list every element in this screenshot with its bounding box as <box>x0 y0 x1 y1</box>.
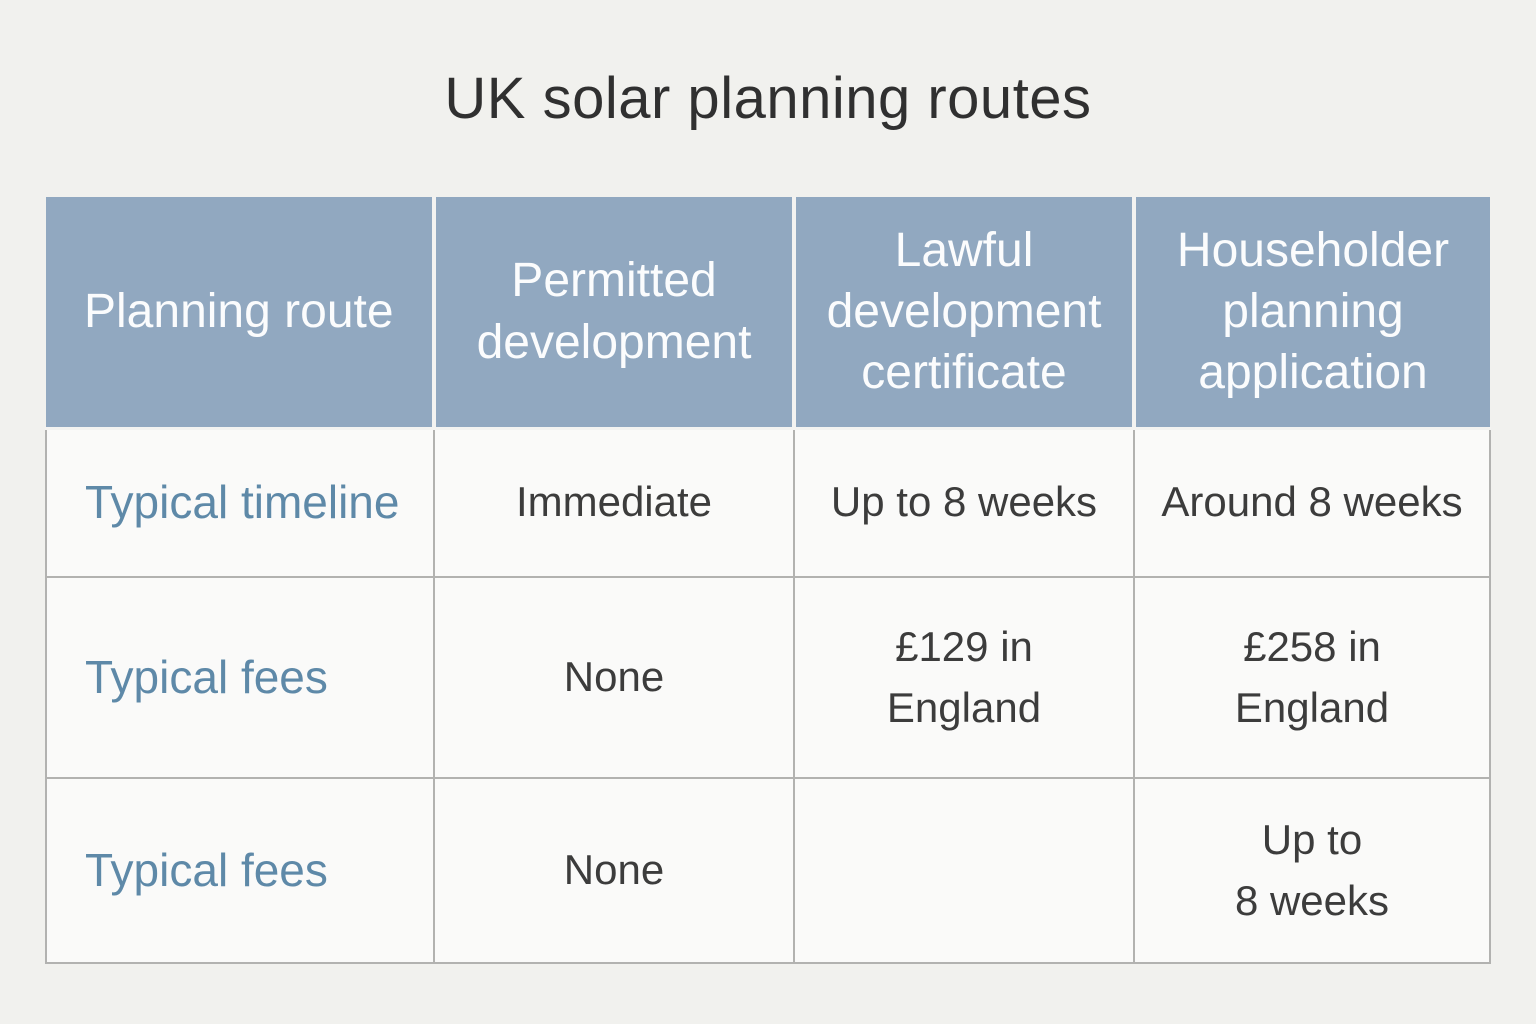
table-row-typical-timeline: Typical timeline Immediate Up to 8 weeks… <box>45 427 1491 578</box>
cell-fees2-householder-planning-application: Up to 8 weeks <box>1133 777 1491 964</box>
cell-timeline-permitted-development: Immediate <box>433 427 795 578</box>
cell-fees2-permitted-development: None <box>433 777 795 964</box>
header-lawful-development-certificate: Lawful development certificate <box>794 197 1136 430</box>
row-label-typical-fees: Typical fees <box>45 576 435 779</box>
cell-fees-lawful-development-certificate: £129 in England <box>793 576 1135 779</box>
header-planning-route: Planning route <box>46 197 436 430</box>
row-label-typical-fees-2: Typical fees <box>45 777 435 964</box>
planning-routes-table: Planning route Permitted development Law… <box>45 197 1491 964</box>
header-permitted-development: Permitted development <box>434 197 796 430</box>
cell-timeline-householder-planning-application: Around 8 weeks <box>1133 427 1491 578</box>
header-householder-planning-application: Householder planning application <box>1134 197 1490 430</box>
cell-fees-permitted-development: None <box>433 576 795 779</box>
table-row-typical-fees: Typical fees None £129 in England £258 i… <box>45 576 1491 779</box>
header-row: Planning route Permitted development Law… <box>46 197 1490 430</box>
cell-timeline-lawful-development-certificate: Up to 8 weeks <box>793 427 1135 578</box>
row-label-typical-timeline: Typical timeline <box>45 427 435 578</box>
page-title: UK solar planning routes <box>444 66 1092 131</box>
cell-fees2-lawful-development-certificate <box>793 777 1135 964</box>
table-row-typical-fees-2: Typical fees None Up to 8 weeks <box>45 777 1491 964</box>
cell-fees-householder-planning-application: £258 in England <box>1133 576 1491 779</box>
